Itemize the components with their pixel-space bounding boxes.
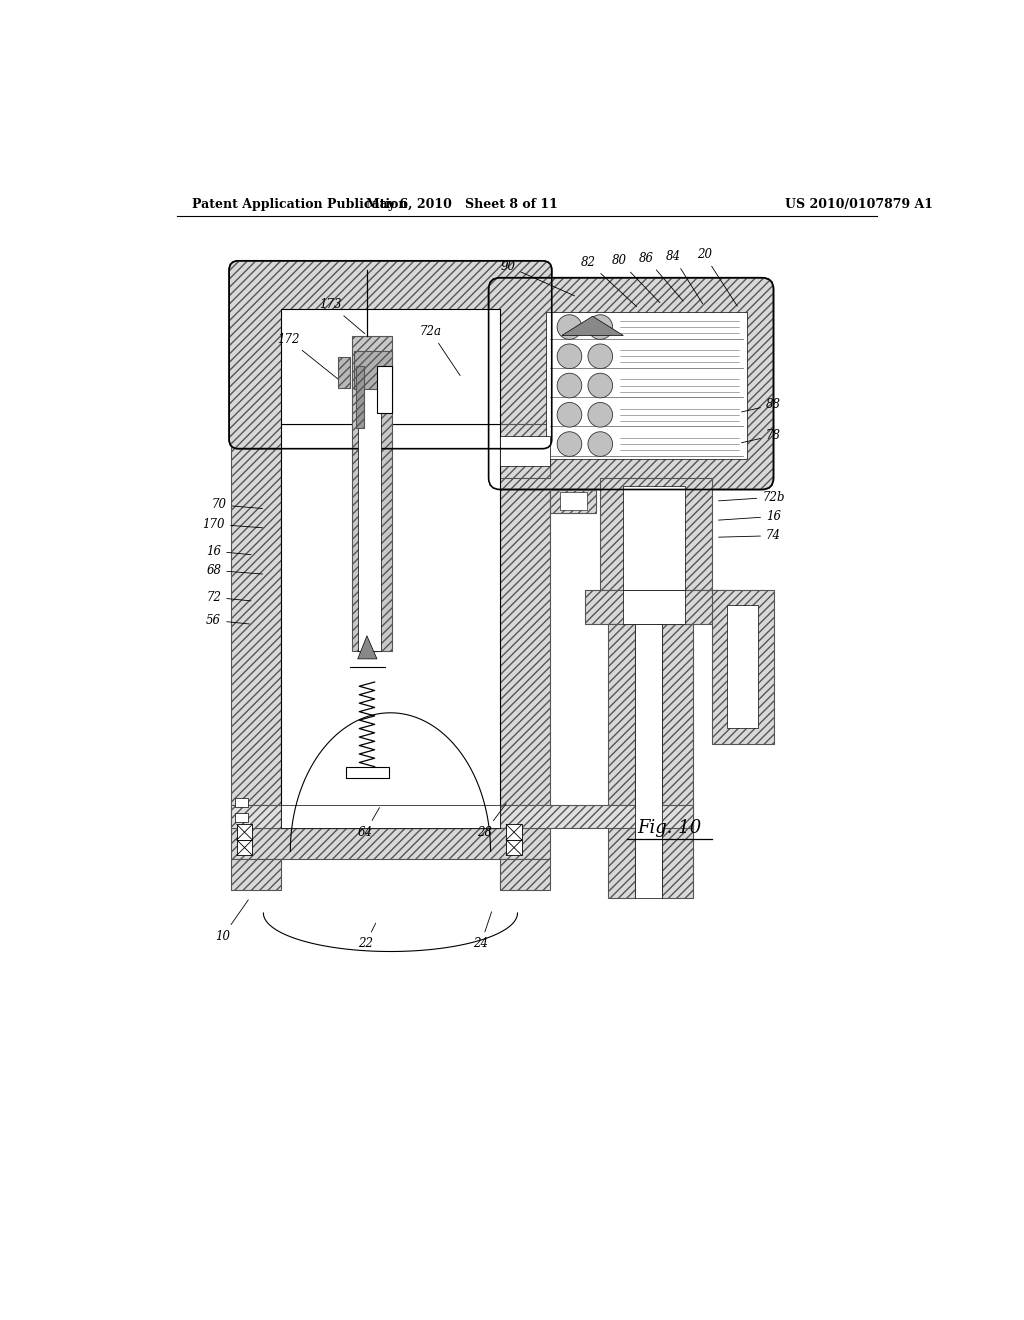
Circle shape: [588, 374, 612, 397]
Text: 68: 68: [206, 564, 262, 577]
Text: 172: 172: [278, 333, 344, 384]
Bar: [356, 367, 364, 428]
Text: 88: 88: [741, 399, 781, 412]
FancyBboxPatch shape: [488, 277, 773, 490]
Bar: [237, 840, 252, 855]
Text: 72a: 72a: [420, 325, 460, 375]
Text: 74: 74: [719, 529, 781, 543]
Bar: [727, 605, 758, 729]
Bar: [357, 351, 381, 651]
Text: 24: 24: [473, 912, 492, 950]
Bar: [550, 490, 596, 512]
Text: 20: 20: [696, 248, 737, 306]
Bar: [230, 805, 692, 829]
Circle shape: [588, 403, 612, 428]
Bar: [624, 486, 685, 590]
Text: 170: 170: [203, 517, 262, 531]
Circle shape: [588, 314, 612, 339]
Text: 28: 28: [477, 804, 506, 838]
Text: 72b: 72b: [719, 491, 784, 504]
Bar: [234, 797, 249, 807]
Bar: [662, 624, 692, 898]
Bar: [585, 590, 727, 624]
Circle shape: [557, 432, 582, 457]
Text: 16: 16: [206, 545, 251, 557]
Bar: [608, 624, 635, 898]
Bar: [281, 805, 500, 829]
Text: 70: 70: [212, 499, 262, 511]
Bar: [712, 590, 773, 743]
Bar: [346, 767, 388, 779]
Bar: [506, 825, 521, 840]
Bar: [230, 331, 281, 829]
Bar: [230, 859, 281, 890]
Text: 82: 82: [582, 256, 637, 306]
Bar: [281, 309, 500, 424]
Bar: [500, 859, 550, 890]
Text: 173: 173: [319, 298, 365, 334]
Polygon shape: [562, 317, 624, 335]
FancyBboxPatch shape: [229, 261, 552, 449]
Text: 80: 80: [612, 255, 659, 302]
Bar: [547, 313, 746, 459]
Circle shape: [557, 403, 582, 428]
Bar: [230, 829, 550, 859]
Circle shape: [588, 432, 612, 457]
Bar: [506, 840, 521, 855]
Circle shape: [588, 345, 612, 368]
Polygon shape: [357, 636, 377, 659]
Bar: [500, 424, 550, 478]
Text: 22: 22: [358, 923, 376, 950]
Bar: [354, 351, 392, 389]
Text: Patent Application Publication: Patent Application Publication: [193, 198, 408, 211]
Text: 86: 86: [639, 252, 683, 301]
Bar: [500, 436, 550, 466]
Bar: [377, 366, 392, 412]
Bar: [281, 424, 500, 829]
Bar: [624, 590, 685, 624]
Text: US 2010/0107879 A1: US 2010/0107879 A1: [785, 198, 933, 211]
Bar: [237, 825, 252, 840]
Circle shape: [557, 345, 582, 368]
Bar: [600, 478, 712, 590]
Bar: [339, 358, 350, 388]
Text: May 6, 2010   Sheet 8 of 11: May 6, 2010 Sheet 8 of 11: [366, 198, 558, 211]
Text: 78: 78: [741, 429, 781, 442]
Bar: [635, 624, 662, 898]
Text: Fig. 10: Fig. 10: [637, 820, 701, 837]
Text: 72: 72: [206, 591, 251, 603]
Text: 64: 64: [358, 808, 380, 838]
Bar: [560, 492, 587, 511]
Text: 56: 56: [206, 614, 250, 627]
Bar: [234, 813, 249, 822]
Circle shape: [557, 314, 582, 339]
Circle shape: [557, 374, 582, 397]
Bar: [352, 335, 392, 651]
Text: 84: 84: [666, 251, 702, 304]
Bar: [500, 424, 550, 829]
Text: 10: 10: [215, 900, 248, 942]
Text: 16: 16: [719, 510, 781, 523]
Text: 90: 90: [501, 260, 574, 296]
